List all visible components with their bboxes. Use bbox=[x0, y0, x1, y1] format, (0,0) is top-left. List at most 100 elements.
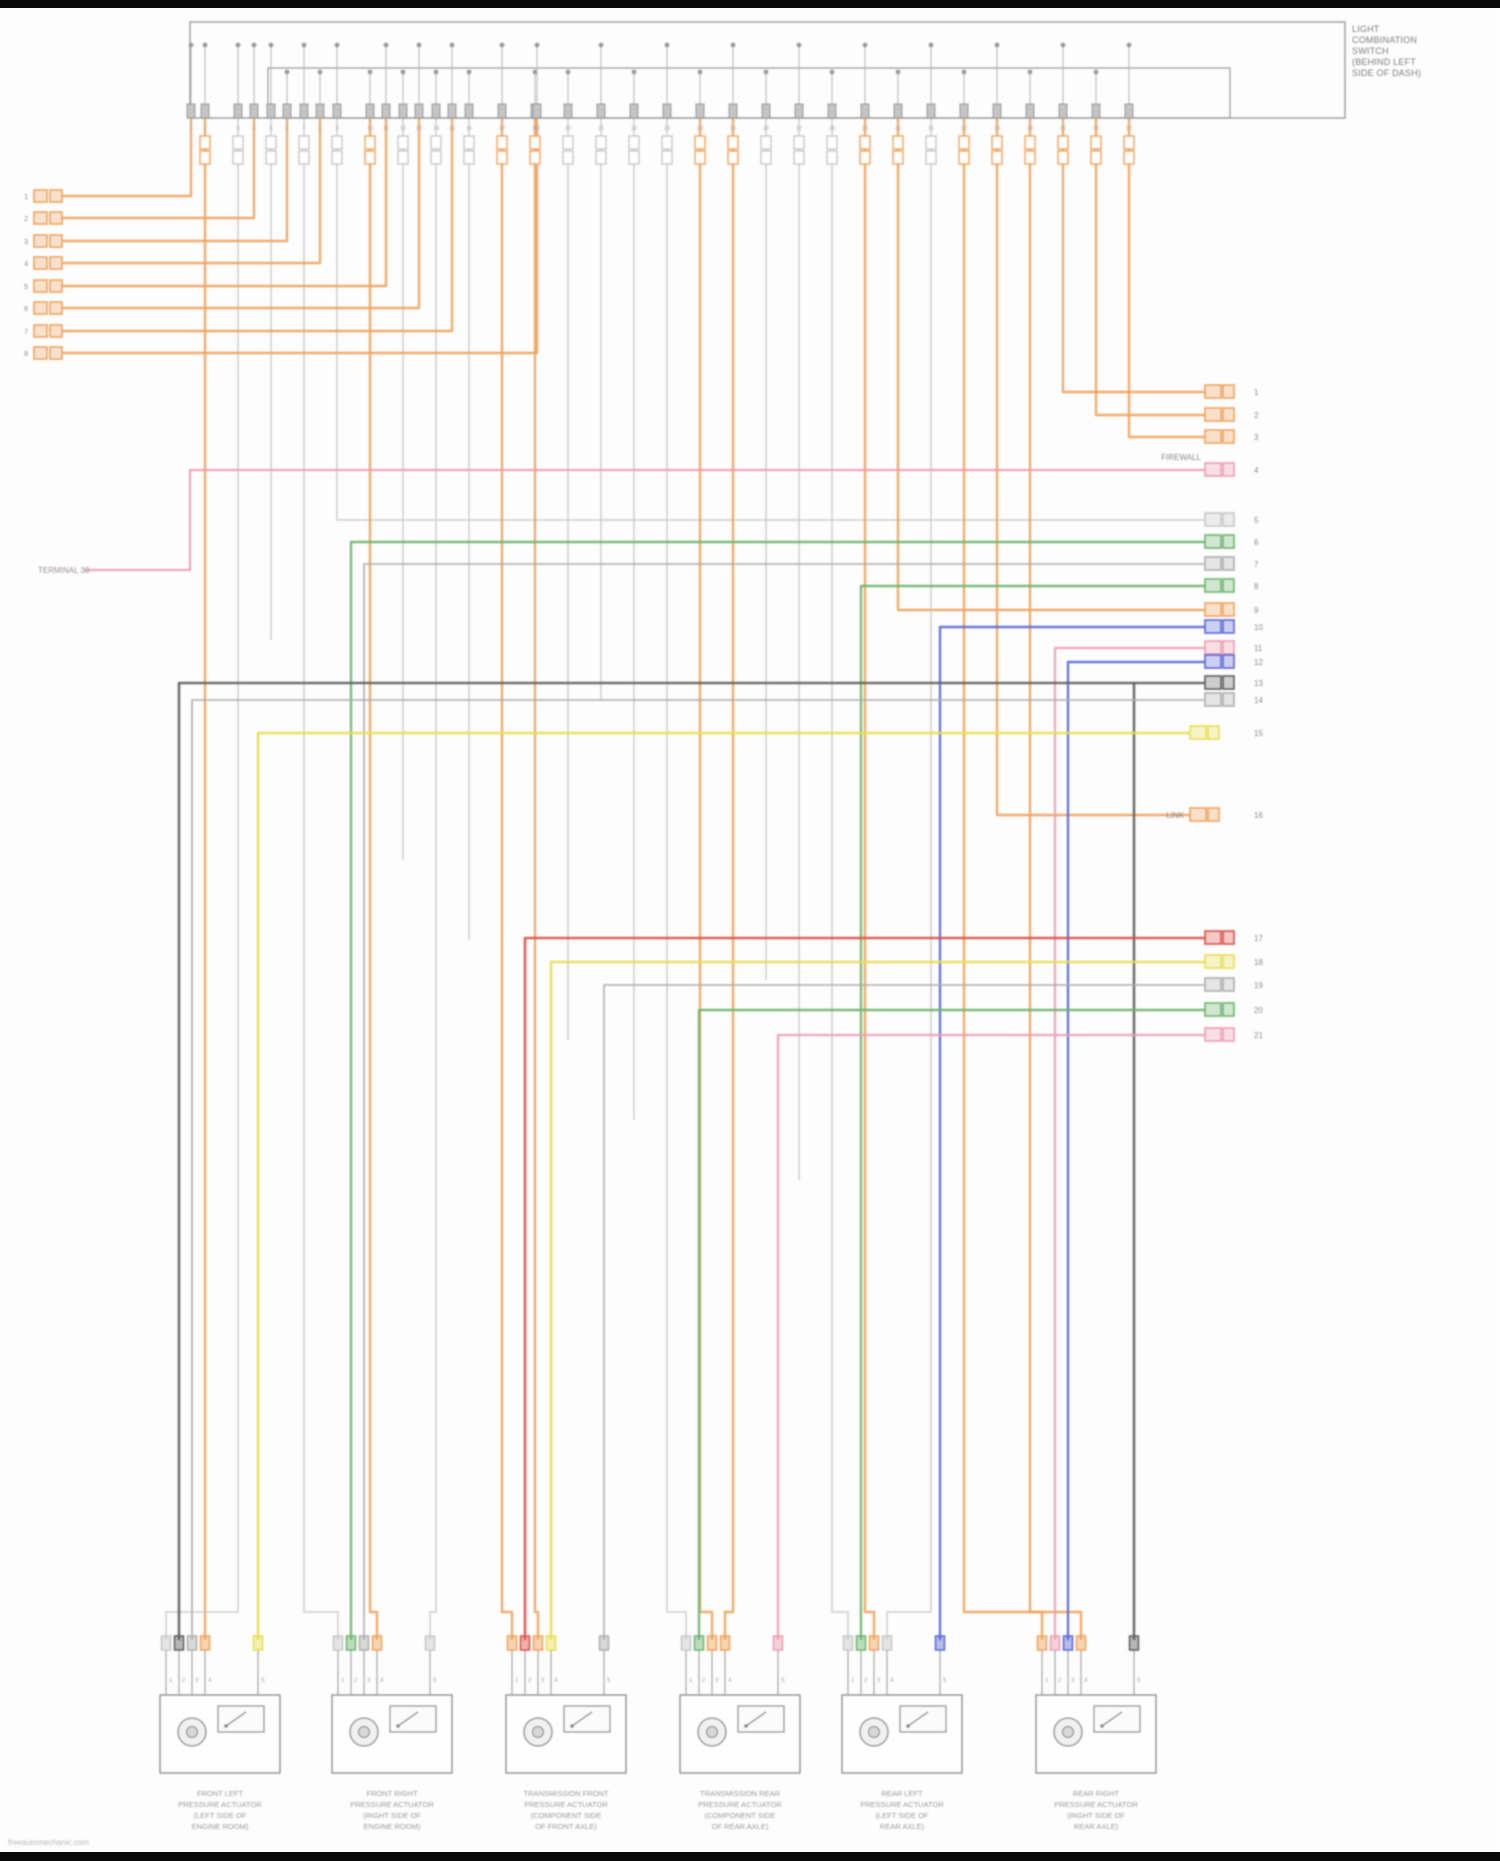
component-pin bbox=[1128, 1635, 1140, 1651]
pin-number-label: 14 bbox=[1254, 696, 1263, 705]
pin-dot bbox=[383, 42, 389, 48]
wire-yellow bbox=[549, 960, 1205, 1640]
top-edge-bar bbox=[0, 0, 1500, 8]
connector-pin bbox=[381, 103, 391, 119]
switch-symbol bbox=[1101, 1711, 1123, 1727]
inline-connector bbox=[727, 135, 739, 150]
pin-number: 8 bbox=[318, 126, 321, 132]
wire-orange bbox=[368, 118, 379, 1640]
right-connector-box bbox=[1222, 512, 1235, 527]
pin-dot bbox=[202, 42, 208, 48]
component-label-line: (COMPONENT SIDE bbox=[705, 1811, 776, 1820]
inline-connector bbox=[958, 150, 970, 165]
connector-pin bbox=[596, 103, 606, 119]
inline-connector bbox=[430, 150, 442, 165]
inline-connector bbox=[199, 150, 211, 165]
component-pin bbox=[532, 1635, 544, 1651]
component-pin bbox=[345, 1635, 357, 1651]
right-connector-box bbox=[1222, 675, 1235, 690]
wire-orange bbox=[1127, 118, 1205, 439]
pin-number: 5 bbox=[781, 1678, 785, 1684]
pin-number: 1 bbox=[851, 1678, 855, 1684]
wire-orange bbox=[1094, 118, 1205, 417]
bottom-edge-bar bbox=[0, 1852, 1500, 1861]
switch-contact-dot bbox=[570, 1724, 574, 1728]
inline-connector bbox=[331, 150, 343, 165]
inline-connector bbox=[991, 135, 1003, 150]
wire-gray2 bbox=[191, 699, 1205, 1640]
pin-dot bbox=[284, 69, 290, 75]
component-pin bbox=[160, 1635, 172, 1651]
left-connector-box bbox=[33, 279, 48, 293]
wire-orange bbox=[62, 118, 289, 243]
switch-symbol-box bbox=[899, 1705, 947, 1733]
pin-number-label: 18 bbox=[1254, 958, 1263, 967]
inline-connector bbox=[1024, 135, 1036, 150]
right-connector-box bbox=[1204, 930, 1222, 945]
right-connector-box bbox=[1204, 534, 1222, 549]
component-box bbox=[331, 1635, 453, 1774]
component-label-line: PRESSURE ACTUATOR bbox=[524, 1800, 608, 1809]
component-label-line: FRONT RIGHT bbox=[366, 1789, 418, 1798]
switch-contact-dot bbox=[396, 1724, 400, 1728]
component-pin bbox=[545, 1635, 557, 1651]
wire-orange bbox=[896, 118, 1205, 612]
component-box bbox=[841, 1635, 963, 1774]
inline-connector bbox=[232, 135, 244, 150]
switch-symbol bbox=[571, 1711, 593, 1727]
pin-dot bbox=[664, 42, 670, 48]
wire-yellow bbox=[256, 731, 1190, 1640]
left-connector-box bbox=[33, 211, 48, 225]
wire-gray bbox=[831, 118, 849, 1640]
connector-pin bbox=[827, 103, 837, 119]
connector-pin bbox=[431, 103, 441, 119]
pin-dot bbox=[1093, 69, 1099, 75]
component-pin bbox=[772, 1635, 784, 1651]
pin-number: 1 bbox=[689, 1678, 693, 1684]
wire-orange bbox=[62, 118, 256, 220]
pin-dot bbox=[994, 42, 1000, 48]
pin-number: 2 bbox=[864, 1678, 868, 1684]
title-line: LIGHT bbox=[1352, 24, 1380, 34]
pin-dot bbox=[730, 42, 736, 48]
connector-pin bbox=[233, 103, 243, 119]
right-connector-box bbox=[1204, 954, 1222, 969]
motor-symbol-core bbox=[532, 1726, 544, 1738]
pin-number: 25 bbox=[730, 126, 736, 132]
inline-connector bbox=[1057, 150, 1069, 165]
component-pin bbox=[424, 1635, 436, 1651]
component-pin bbox=[706, 1635, 718, 1651]
pin-number-label: 4 bbox=[1254, 466, 1259, 475]
wire-pink bbox=[776, 1033, 1205, 1640]
wire-orange bbox=[1028, 118, 1044, 1640]
pin-number: 23 bbox=[664, 126, 670, 132]
inline-connector bbox=[463, 150, 475, 165]
firewall-label: FIREWALL bbox=[1161, 453, 1201, 462]
right-connector-box bbox=[1204, 512, 1222, 527]
inline-connector bbox=[694, 150, 706, 165]
pin-number: 5 bbox=[261, 1678, 265, 1684]
component-label-line: (RIGHT SIDE OF bbox=[1067, 1811, 1125, 1820]
pin-number: 3 bbox=[877, 1678, 881, 1684]
top-connector-outer-box bbox=[189, 21, 1346, 119]
wire-orange bbox=[62, 118, 421, 310]
right-connector-box bbox=[1222, 977, 1235, 992]
inline-connector bbox=[991, 150, 1003, 165]
pin-number-label: 3 bbox=[24, 239, 28, 246]
pin-number: 1 bbox=[515, 1678, 519, 1684]
right-connector-box bbox=[1207, 725, 1220, 740]
component-label-line: PRESSURE ACTUATOR bbox=[350, 1800, 434, 1809]
pin-number: 34 bbox=[1027, 126, 1033, 132]
component-label-line: PRESSURE ACTUATOR bbox=[698, 1800, 782, 1809]
wire-gray bbox=[336, 118, 1205, 521]
pin-number: 2 bbox=[203, 126, 206, 132]
pin-number: 1 bbox=[189, 126, 192, 132]
pin-number: 36 bbox=[1093, 126, 1099, 132]
pin-number: 4 bbox=[554, 1678, 558, 1684]
wire-dark bbox=[177, 681, 1205, 1640]
pin-dot bbox=[367, 69, 373, 75]
pin-number: 3 bbox=[541, 1678, 545, 1684]
component-label-line: REAR AXLE) bbox=[880, 1822, 925, 1831]
component-pin bbox=[693, 1635, 705, 1651]
wire-red bbox=[523, 936, 1205, 1640]
